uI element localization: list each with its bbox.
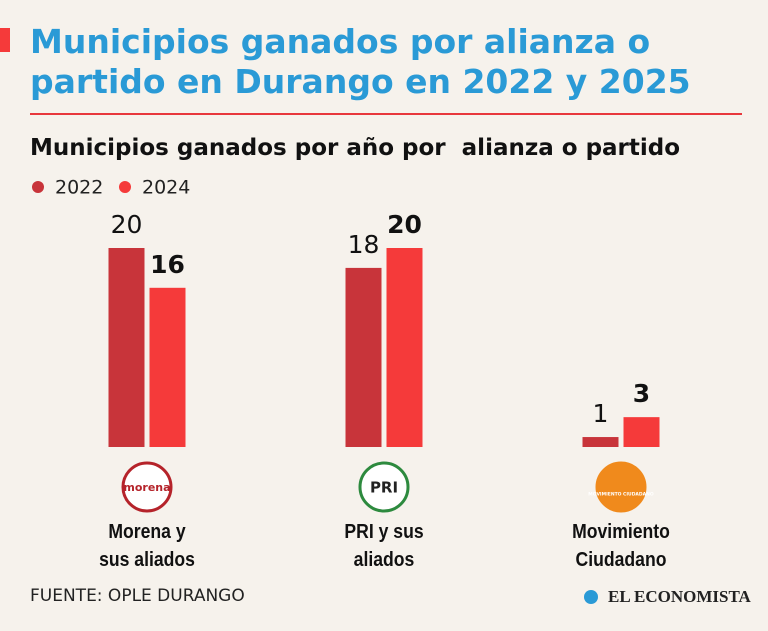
data-label: 16 <box>150 250 185 279</box>
bar <box>108 248 145 447</box>
bar <box>386 248 423 447</box>
title-marker <box>0 28 10 52</box>
party-logo-text: MOVIMIENTO CIUDADANO <box>588 492 654 498</box>
chart-title: Municipios ganados por alianza o partido… <box>30 22 691 101</box>
party-logo-text: PRI <box>370 479 398 497</box>
legend-swatch <box>119 181 131 193</box>
brand: EL ECONOMISTA <box>608 587 751 606</box>
category-label: Morena y sus aliados <box>99 521 195 571</box>
category-label: Movimiento Ciudadano <box>572 521 670 571</box>
data-label: 20 <box>387 210 422 239</box>
data-label: 3 <box>633 379 650 408</box>
bar <box>345 267 382 447</box>
data-label: 18 <box>348 230 380 259</box>
chart-subtitle: Municipios ganados por año por alianza o… <box>30 135 681 161</box>
bar <box>582 437 619 447</box>
data-label: 1 <box>593 399 609 428</box>
category-label: PRI y sus aliados <box>344 521 424 571</box>
bar <box>623 417 660 447</box>
bar <box>149 287 186 447</box>
party-logo <box>121 461 173 513</box>
party-logo-text: morena <box>123 481 170 494</box>
legend-label: 2022 <box>55 177 103 199</box>
legend-swatch <box>32 181 44 193</box>
data-label: 20 <box>111 210 143 239</box>
source: FUENTE: OPLE DURANGO <box>30 586 245 606</box>
party-logo <box>595 461 647 513</box>
legend-label: 2024 <box>142 177 190 199</box>
party-logo <box>358 461 410 513</box>
brand-icon <box>584 590 598 604</box>
